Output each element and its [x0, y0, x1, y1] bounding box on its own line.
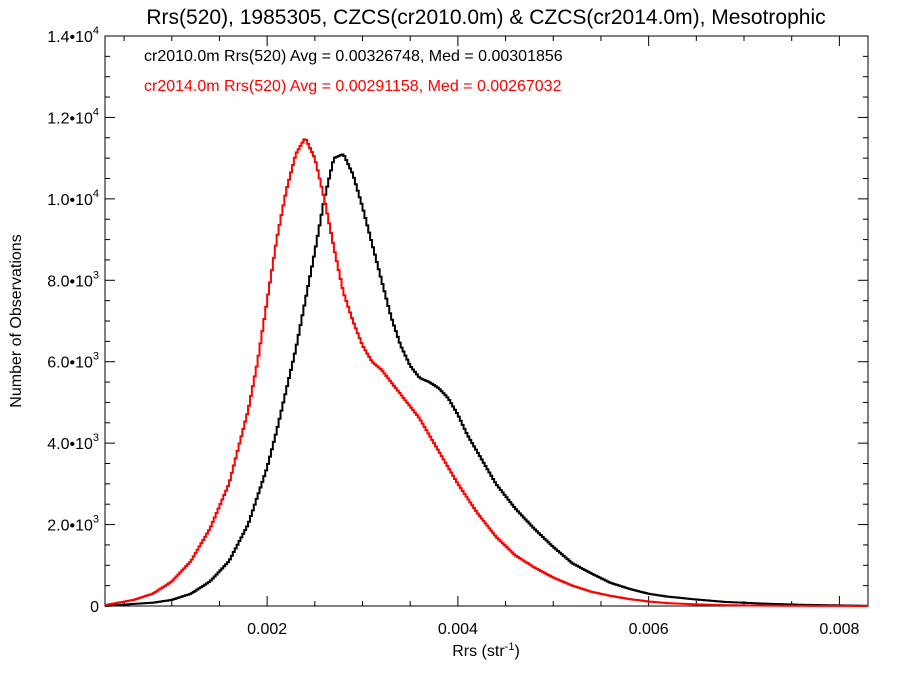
- x-tick-label: 0.004: [438, 621, 478, 638]
- y-tick-label: 1.0•104: [47, 188, 99, 209]
- annotation-cr2010: cr2010.0m Rrs(520) Avg = 0.00326748, Med…: [144, 48, 563, 65]
- x-axis-label-exponent: -1: [505, 641, 515, 653]
- x-axis-label: Rrs (str-1): [452, 641, 520, 660]
- x-tick-label: 0.002: [247, 621, 287, 638]
- y-tick-label: 1.4•104: [47, 25, 99, 46]
- y-tick-label: 2.0•103: [47, 514, 99, 535]
- x-tick-label: 0.006: [629, 621, 669, 638]
- y-tick-label: 1.2•104: [47, 106, 99, 127]
- chart-title: Rrs(520), 1985305, CZCS(cr2010.0m) & CZC…: [146, 6, 825, 29]
- series-line-1: [105, 138, 868, 607]
- plot-frame: [104, 35, 869, 607]
- x-axis-label-main: Rrs (str: [452, 643, 505, 660]
- y-axis-label: Number of Observations: [8, 234, 25, 407]
- y-tick-label: 0: [90, 599, 99, 616]
- series-line-0: [105, 153, 868, 607]
- series-layer: [105, 138, 868, 607]
- y-tick-label: 6.0•103: [47, 351, 99, 372]
- x-axis-label-close: ): [514, 643, 519, 660]
- x-axis-tick-labels: 0.002 0.004 0.006 0.008: [247, 621, 859, 638]
- y-tick-label: 8.0•103: [47, 269, 99, 290]
- axis-ticks: [105, 35, 868, 607]
- y-tick-label: 4.0•103: [47, 432, 99, 453]
- y-axis-tick-labels: 0 2.0•103 4.0•103 6.0•103 8.0•103 1.0•104 1.2•…: [47, 25, 99, 616]
- x-tick-label: 0.008: [819, 621, 859, 638]
- annotation-cr2014: cr2014.0m Rrs(520) Avg = 0.00291158, Med…: [144, 78, 562, 95]
